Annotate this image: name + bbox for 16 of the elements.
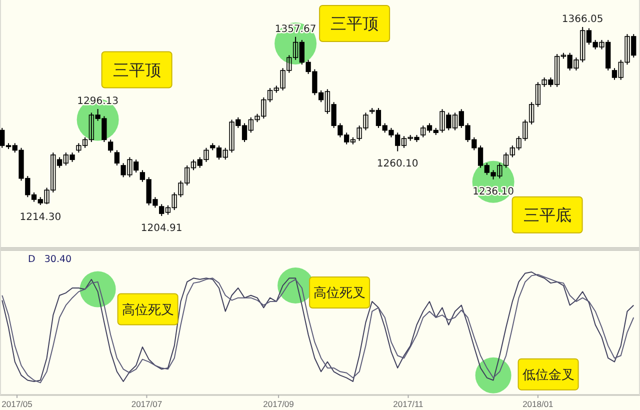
annotation: 三平底 — [523, 206, 572, 225]
annotation: 低位金叉 — [522, 368, 574, 383]
annotation: 三平顶 — [330, 14, 379, 34]
x-tick-label: 2018/01 — [522, 399, 554, 409]
annotation: 高位死叉 — [122, 302, 174, 318]
annotation: 1204.91 — [140, 223, 182, 234]
annotation: 1366.05 — [562, 14, 604, 25]
annotation: 高位死叉 — [314, 285, 366, 302]
annotation: 三平顶 — [112, 60, 161, 80]
x-tick-label: 2017/09 — [263, 399, 294, 409]
text: D 30.40 — [28, 254, 72, 265]
x-tick-label: 2017/05 — [2, 399, 33, 409]
x-tick-label: 2017/07 — [131, 399, 162, 409]
annotation: 1260.10 — [376, 158, 418, 170]
x-tick-label: 2017/11 — [393, 399, 424, 409]
annotation: 1214.30 — [20, 212, 62, 223]
